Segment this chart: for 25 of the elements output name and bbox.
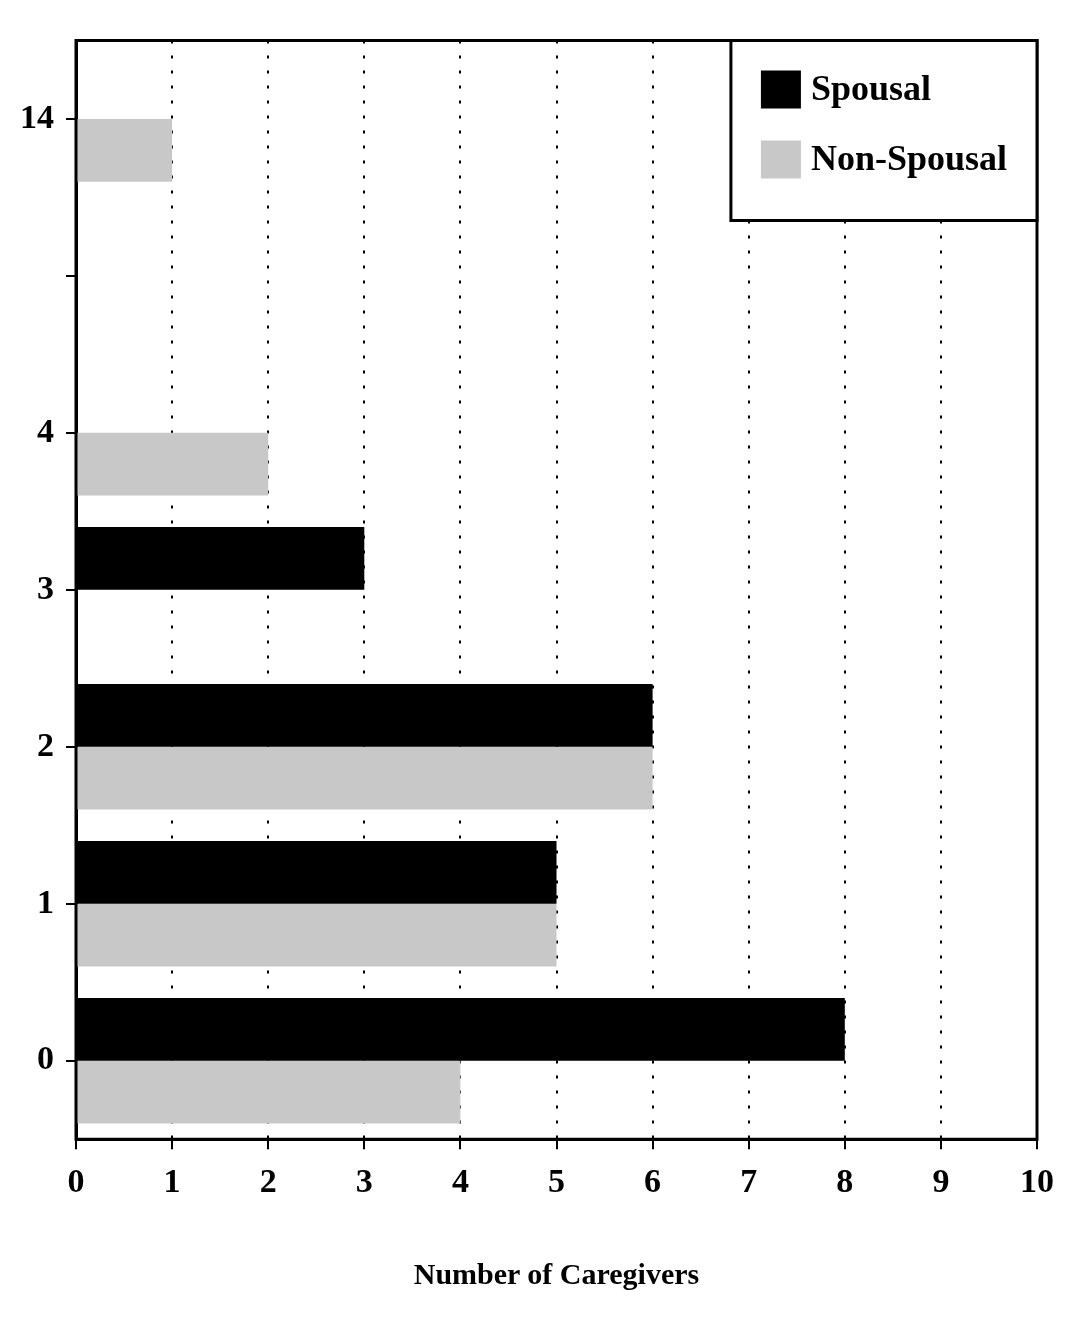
bar xyxy=(77,1060,461,1124)
x-tick-label: 3 xyxy=(355,1162,373,1200)
x-tick-label: 7 xyxy=(740,1162,758,1200)
y-tick-label: 2 xyxy=(37,725,54,763)
y-tick-label: 1 xyxy=(37,882,54,920)
x-tick-label: 9 xyxy=(932,1162,950,1200)
y-tick-label: 14 xyxy=(20,97,54,135)
x-tick-label: 6 xyxy=(644,1162,662,1200)
x-tick-label: 8 xyxy=(836,1162,854,1200)
y-tick-label: 4 xyxy=(37,411,54,449)
x-tick-label: 10 xyxy=(1020,1162,1054,1200)
y-tick-label: 3 xyxy=(37,568,54,606)
legend-label: Non-Spousal xyxy=(810,137,1008,178)
bar xyxy=(77,903,557,967)
x-tick-label: 0 xyxy=(67,1162,85,1200)
x-tick-label: 1 xyxy=(163,1162,181,1200)
legend-label: Spousal xyxy=(810,67,931,108)
x-tick-label: 2 xyxy=(259,1162,277,1200)
bar xyxy=(77,746,653,810)
x-tick-label: 5 xyxy=(548,1162,565,1200)
x-tick-label: 4 xyxy=(451,1162,469,1200)
bar xyxy=(77,118,173,182)
y-tick-label: 0 xyxy=(37,1039,54,1077)
x-axis-title: Number of Caregivers xyxy=(413,1256,700,1290)
bar xyxy=(77,432,269,496)
